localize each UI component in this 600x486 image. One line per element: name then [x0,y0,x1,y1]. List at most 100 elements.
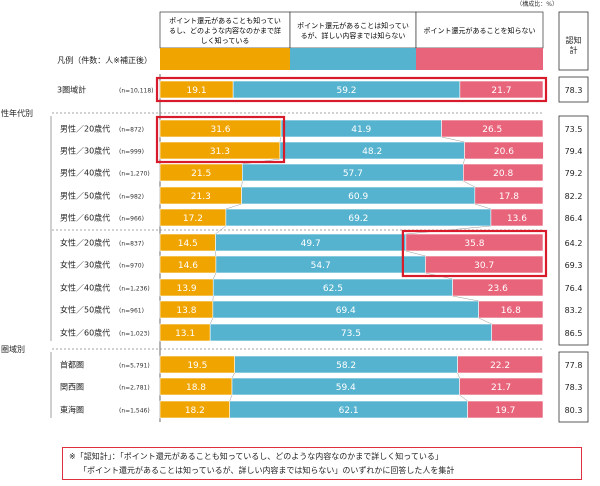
bar-segment [405,233,544,252]
awareness-header-line-2: 計 [570,45,578,55]
bar-segment [457,355,543,374]
bar-segment [441,119,544,138]
awareness-box [558,76,589,103]
awareness-header-line-1: 認知 [566,35,582,45]
connector-line [215,225,227,235]
bar-value-label: 21.3 [191,192,211,202]
bar-value-label: 35.8 [464,239,484,249]
legend-label-1-line-2: るし、どのような内容なのかまで詳 [169,26,281,35]
category-label: 女性／50歳代 [60,305,110,315]
bar-value-label: 23.6 [488,284,508,294]
bar-value-label: 22.2 [490,361,510,371]
awareness-value-label: 76.4 [565,284,583,293]
bar-value-label: 14.5 [178,239,198,249]
connector-line [225,203,242,210]
legend-label-2-line-2: るが、詳しい内容までは知らない [301,31,406,40]
bar-value-label: 17.2 [183,214,203,224]
awareness-header-box [558,11,589,71]
connector-line [463,158,465,165]
bar-segment [459,377,543,396]
bar-value-label: 31.6 [210,125,230,135]
category-label: 東海圏 [60,405,84,415]
bar-value-label: 20.6 [494,147,514,157]
bar-segment [467,400,544,419]
sample-size-label: (n=1,236) [119,286,150,293]
legend-label-1-line-1: ポイント還元があることも知ってい [169,16,281,25]
sample-size-label: (n=1,546) [119,408,150,415]
bar-value-label: 18.2 [185,406,205,416]
legend-label-2-line-1: ポイント還元があることは知ってい [297,21,409,30]
connector-line [478,317,492,325]
awareness-value-label: 64.2 [565,239,583,248]
bar-value-label: 73.5 [341,329,361,339]
bar-segment [425,255,544,274]
category-label: 女性／60歳代 [60,328,110,338]
awareness-value-label: 73.5 [565,125,583,134]
category-label: 男性／40歳代 [60,168,110,178]
category-label: 男性／60歳代 [60,213,110,223]
bar-value-label: 62.5 [323,284,343,294]
awareness-value-label: 83.2 [565,306,583,315]
category-label: 男性／30歳代 [60,146,110,156]
connector-line [457,372,460,379]
connector-line [231,372,235,379]
category-label: 男性／50歳代 [60,191,110,201]
awareness-value-label: 82.2 [565,192,583,201]
bar-value-label: 57.7 [343,169,363,179]
connector-line [474,203,491,210]
awareness-value-label: 86.4 [565,214,583,223]
bar-segment [463,163,544,182]
awareness-total-column: 78.3 73.5 79.4 79.2 82.2 86.4 64.2 69.3 76.4 83.2… [558,76,589,423]
category-label: 3圏域計 [57,85,86,95]
bar-value-label: 13.8 [176,306,196,316]
legend-label-1-line-3: しく知っている [201,36,250,45]
sample-size-label: (n=872) [119,127,144,134]
bar-segment [474,186,544,205]
bar-segment [464,141,544,160]
bar-value-label: 21.7 [491,86,511,96]
bar-value-label: 41.9 [351,125,371,135]
awareness-value-label: 69.3 [565,261,583,270]
bar-value-label: 69.2 [348,214,368,224]
connector-line [459,394,468,402]
awareness-value-label: 79.4 [565,147,583,156]
category-label: 首都圏 [60,360,84,370]
sample-size-label: (n=999) [119,149,144,156]
bar-value-label: 62.1 [339,406,359,416]
sample-size-label: (n=1,023) [119,331,150,338]
bar-value-label: 21.5 [191,169,211,179]
bar-segment [452,278,544,297]
sample-size-label: (n=1,270) [119,171,150,178]
bar-value-label: 59.2 [336,86,356,96]
legend-swatch-1 [160,48,290,70]
category-label: 女性／40歳代 [60,283,110,293]
unit-note: （構成比：%） [516,0,558,8]
bar-value-label: 19.1 [187,86,207,96]
bar-value-label: 19.7 [495,406,515,416]
legend-box-3 [415,11,544,49]
sample-size-label: (n=966) [119,216,144,223]
highlight-box-3 [401,229,548,278]
connector-line [213,272,217,280]
sample-size-label: (n=10,118) [119,88,154,95]
awareness-value-label: 78.3 [565,86,583,95]
awareness-value-label: 80.3 [565,406,583,415]
connector-line [209,317,214,325]
group-label-1: 性年代別 [1,108,33,118]
bar-value-label: 26.5 [482,125,502,135]
legend-box-2 [289,11,417,49]
bar-value-label: 69.4 [336,306,356,316]
legend-label-3-line-1: ポイント還元があることを知らない [424,26,536,35]
footnote-box: ※「認知計」：「ポイント還元があることも知っているし、どのような内容なのかまで詳… [62,447,582,480]
awareness-value-label: 86.5 [565,329,583,338]
connector-line [452,295,479,302]
connector-line [441,136,465,143]
awareness-value-label: 79.2 [565,169,583,178]
bar-segment [478,300,544,319]
connector-line [241,180,243,188]
connector-line [279,136,282,143]
legend-box-1 [159,11,291,49]
bar-value-label: 13.1 [175,329,195,339]
category-label: 男性／20歳代 [60,124,110,134]
